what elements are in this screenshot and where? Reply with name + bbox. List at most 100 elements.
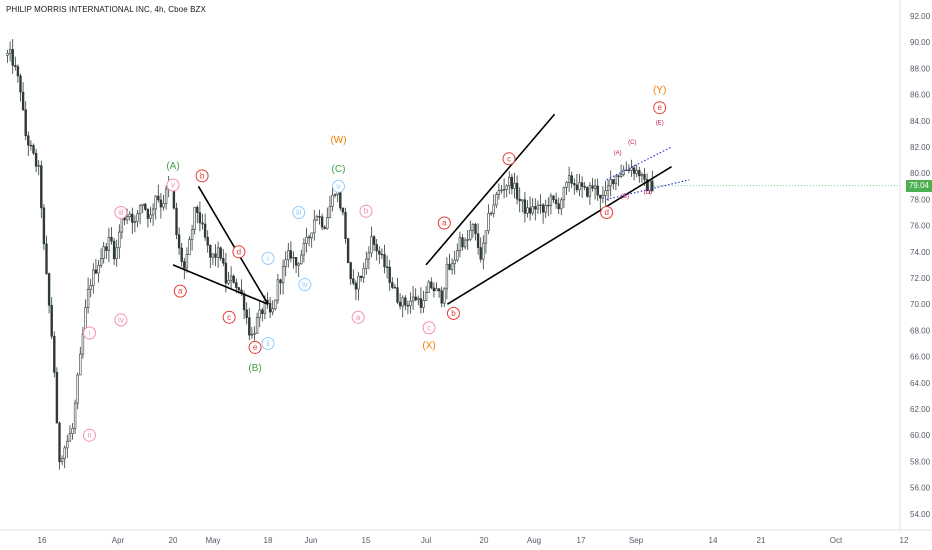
wave-label-circle [292,206,306,219]
candle-body [422,300,425,308]
y-tick-label: 82.00 [910,143,931,152]
candle-body [495,194,498,206]
dotted-channel-line [606,179,690,200]
candle-body [539,204,542,207]
wave-label: b [200,171,205,180]
candle-body [146,209,150,219]
candle-body [250,333,254,336]
wave-label-circle [83,428,96,442]
candle-body [227,279,230,284]
candle-body [284,259,287,267]
candle-body [560,199,563,210]
wave-label: i [89,329,91,338]
candle-body [528,207,532,214]
candle-body [102,246,105,259]
y-tick-label: 54.00 [910,510,931,519]
wave-label-circle [446,306,460,320]
candle-body [588,185,592,197]
wave-label: iii [118,208,124,217]
candle-body [547,204,550,207]
wave-label: d [604,208,608,217]
y-tick-label: 70.00 [910,300,931,309]
y-tick-label: 78.00 [910,195,931,204]
candle-body [253,332,256,335]
x-tick-label: Jul [421,536,431,545]
candle-body [536,204,540,210]
candle-body [487,213,490,232]
x-tick-label: Aug [527,536,541,545]
wave-label-circle [83,326,96,340]
candle-body [557,203,560,210]
candle-body [575,184,579,191]
candle-body [489,212,493,215]
wave-label-circle [422,321,436,335]
candle-body [370,236,373,254]
candle-body [349,262,352,280]
candle-body [292,257,295,259]
candle-body [617,175,620,177]
trendline [446,165,672,305]
candle-body [383,254,386,268]
candle-body [417,298,420,301]
candle-body [622,169,625,175]
x-tick-label: Sep [629,536,644,545]
candle-body [601,195,605,199]
candle-body [34,152,38,167]
candle-body [27,135,30,146]
candle-body [502,189,506,191]
candle-body [131,213,134,223]
candle-body [162,203,165,208]
candle-body [235,282,238,288]
candle-body [645,179,649,192]
candle-body [79,353,82,376]
candle-body [583,186,586,188]
wave-label-circle [114,206,128,219]
candle-body [453,259,456,265]
candle-body [401,297,404,307]
trendline [172,264,269,305]
candle-body [81,334,85,355]
candle-body [154,195,157,210]
dotted-channel-line [606,146,672,181]
candle-body [406,304,410,307]
candle-body [128,213,131,218]
candle-body [333,194,337,196]
candle-body [573,183,576,186]
wave-label: (B) [621,194,629,200]
candle-body [196,206,199,213]
wave-label: e [657,103,662,112]
candle-body [541,204,545,213]
candle-body [521,199,524,202]
candle-body [53,335,56,373]
candle-body [357,275,360,290]
candle-body [214,253,217,258]
candle-body [302,242,306,256]
candle-body [190,229,194,240]
candle-body [242,293,246,311]
candle-body [565,182,568,188]
wave-label-group: iiiiiiivv(A)abcde(B)iiiiiiivv(C)(W)bac(X… [83,85,667,442]
candle-body [448,263,451,270]
candle-body [567,175,571,183]
wave-label-circle [173,284,187,298]
x-tick-label: 16 [38,536,47,545]
candle-body [365,258,368,269]
wave-label-circle [653,101,667,115]
wave-label: b [451,309,456,318]
x-tick-label: 12 [900,536,909,545]
wave-label-circle [248,340,262,354]
y-tick-label: 76.00 [910,222,931,231]
candle-body [466,239,469,241]
candle-body [604,190,607,196]
candle-body [229,275,233,281]
candle-body [443,288,446,304]
candle-body [484,230,488,244]
candle-body [391,282,394,288]
x-tick-label: 20 [169,536,178,545]
candle-body [378,250,381,255]
candle-body [427,281,430,293]
candle-body [609,179,612,187]
candle-body [346,238,350,263]
